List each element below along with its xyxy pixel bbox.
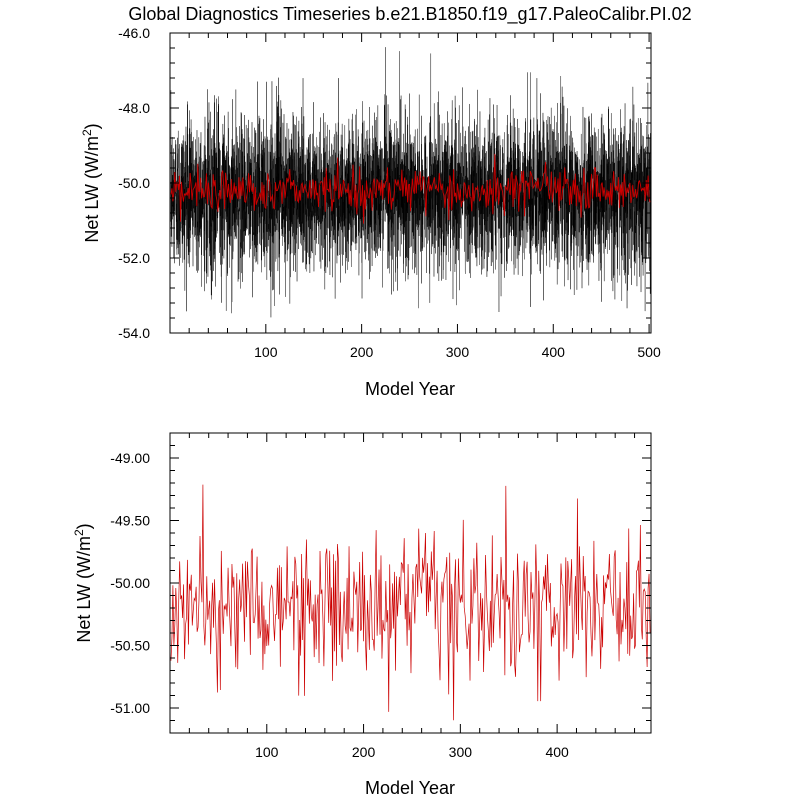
bottom-series-annual xyxy=(170,484,651,721)
top-y-axis-label-main: Net LW (W/m xyxy=(82,136,102,243)
bottom-y-axis-label-close: ) xyxy=(74,523,94,529)
top-x-tick-label: 200 xyxy=(350,344,374,360)
top-y-axis-label: Net LW (W/m2) xyxy=(80,123,102,242)
top-panel: 100 200 300 400 500 -54.0 -52.0 -50.0 -48.0 -46.0… xyxy=(80,25,661,399)
top-y-tick-label: -52.0 xyxy=(118,250,150,266)
bottom-axis-ticks: 100 200 300 400 -51.00 -50.50 -50.00 -49.50 -49.… xyxy=(110,432,651,760)
bottom-y-tick-label: -50.00 xyxy=(110,575,150,591)
bottom-panel: 100 200 300 400 -51.00 -50.50 -50.00 -49.50 -49.… xyxy=(72,432,652,798)
bottom-y-tick-label: -50.50 xyxy=(110,638,150,654)
top-plot-lines xyxy=(170,47,652,318)
bottom-y-axis-label-sup: 2 xyxy=(72,529,86,536)
top-y-tick-label: -50.0 xyxy=(118,175,150,191)
chart-title: Global Diagnostics Timeseries b.e21.B185… xyxy=(128,4,691,25)
top-x-axis-label: Model Year xyxy=(365,379,455,399)
top-x-tick-label: 500 xyxy=(637,344,661,360)
bottom-x-axis-label: Model Year xyxy=(365,778,455,798)
bottom-plot-lines xyxy=(170,484,651,721)
bottom-y-axis-label: Net LW (W/m2) xyxy=(72,523,94,642)
bottom-x-tick-label: 300 xyxy=(449,744,473,760)
top-y-tick-label: -46.0 xyxy=(118,25,150,41)
bottom-x-tick-label: 100 xyxy=(255,744,279,760)
top-x-tick-label: 400 xyxy=(542,344,566,360)
top-y-tick-label: -48.0 xyxy=(118,100,150,116)
bottom-x-tick-label: 200 xyxy=(352,744,376,760)
top-y-tick-label: -54.0 xyxy=(118,325,150,341)
top-y-axis-label-sup: 2 xyxy=(80,129,94,136)
bottom-x-tick-label: 400 xyxy=(545,744,569,760)
top-x-tick-label: 300 xyxy=(446,344,470,360)
bottom-y-tick-label: -51.00 xyxy=(110,700,150,716)
top-axis-ticks: 100 200 300 400 500 -54.0 -52.0 -50.0 -48.0 -46.0 xyxy=(118,25,661,360)
bottom-y-axis-label-main: Net LW (W/m xyxy=(74,536,94,643)
top-x-tick-label: 100 xyxy=(254,344,278,360)
top-y-axis-label-close: ) xyxy=(82,123,102,129)
bottom-y-tick-label: -49.50 xyxy=(110,513,150,529)
bottom-y-tick-label: -49.00 xyxy=(110,450,150,466)
top-series-annual xyxy=(170,153,651,224)
